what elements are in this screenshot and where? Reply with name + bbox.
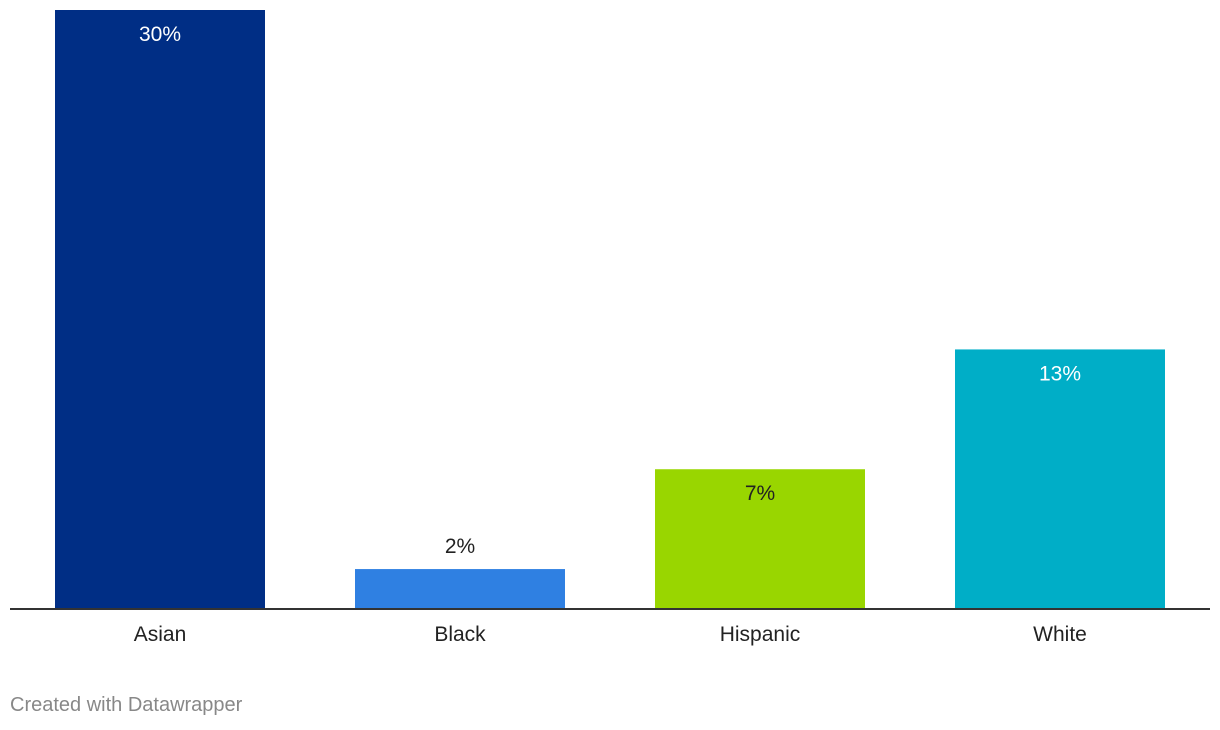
x-axis-tick-labels: Asian Black Hispanic White [134,623,1087,646]
bar-black [355,569,565,609]
tick-label-hispanic: Hispanic [720,623,801,646]
bar-asian [55,10,265,609]
credit-text: Created with Datawrapper [10,694,243,716]
tick-label-black: Black [434,623,486,646]
value-label-black: 2% [445,535,475,558]
value-labels-group: 30% 2% 7% 13% [139,23,1081,558]
bar-white [955,349,1165,609]
bar-chart: 30% 2% 7% 13% Asian Black Hispanic White [10,10,1210,646]
bar-hispanic [655,469,865,609]
bars-group [55,10,1165,609]
value-label-asian: 30% [139,23,181,46]
value-label-white: 13% [1039,362,1081,385]
tick-label-asian: Asian [134,623,187,646]
tick-label-white: White [1033,623,1087,646]
value-label-hispanic: 7% [745,482,775,505]
